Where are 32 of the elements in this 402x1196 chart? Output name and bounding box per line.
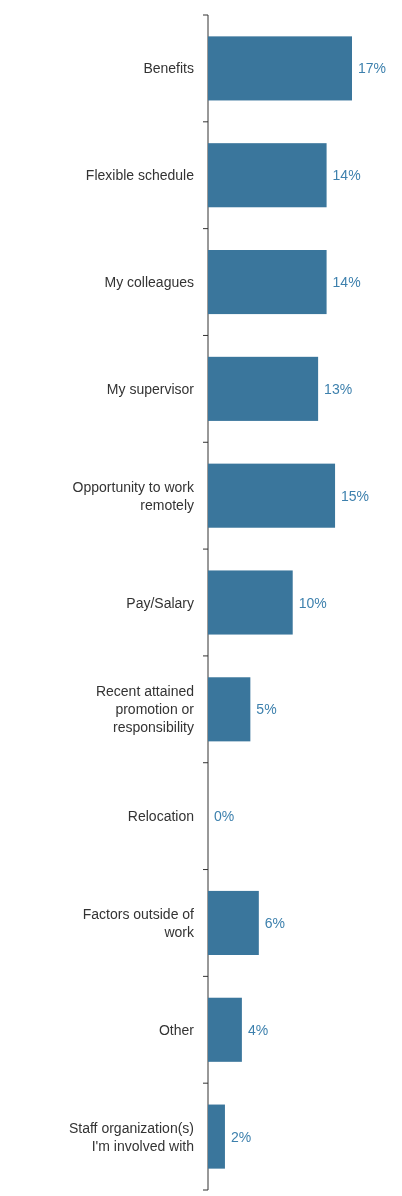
data-label: 10% xyxy=(298,594,327,611)
bar xyxy=(208,1104,225,1169)
data-label: 5% xyxy=(256,701,277,718)
bar xyxy=(208,463,336,528)
bar xyxy=(208,143,327,208)
data-label: 13% xyxy=(324,380,353,397)
data-label: 15% xyxy=(341,487,370,504)
y-tick-label: Staff organization(s) I'm involved with xyxy=(68,1119,194,1154)
y-tick-label: Relocation xyxy=(127,808,194,825)
data-label: 4% xyxy=(247,1021,269,1038)
bar xyxy=(208,250,327,315)
data-label: 2% xyxy=(230,1128,252,1145)
bar xyxy=(208,890,259,955)
y-tick-label: Pay/Salary xyxy=(126,594,194,611)
data-label: 6% xyxy=(264,914,286,931)
data-label: 0% xyxy=(214,808,235,825)
y-tick-label: My colleagues xyxy=(104,274,194,291)
y-tick-label: My supervisor xyxy=(106,380,195,397)
y-tick-label: Opportunity to work remotely xyxy=(72,478,195,513)
data-label: 14% xyxy=(332,167,361,184)
y-tick-label: Other xyxy=(158,1021,195,1038)
y-tick-label: Factors outside of work xyxy=(82,905,195,940)
bar xyxy=(208,677,251,742)
y-tick-label: Benefits xyxy=(143,60,194,77)
bar xyxy=(208,36,352,101)
y-tick-label: Recent attained promotion or responsibility xyxy=(95,683,195,736)
bar xyxy=(208,356,319,421)
data-label: 14% xyxy=(332,274,361,291)
y-tick-label: Flexible schedule xyxy=(85,167,195,184)
bar xyxy=(208,997,242,1062)
data-label: 17% xyxy=(358,60,387,77)
bar xyxy=(208,570,293,635)
